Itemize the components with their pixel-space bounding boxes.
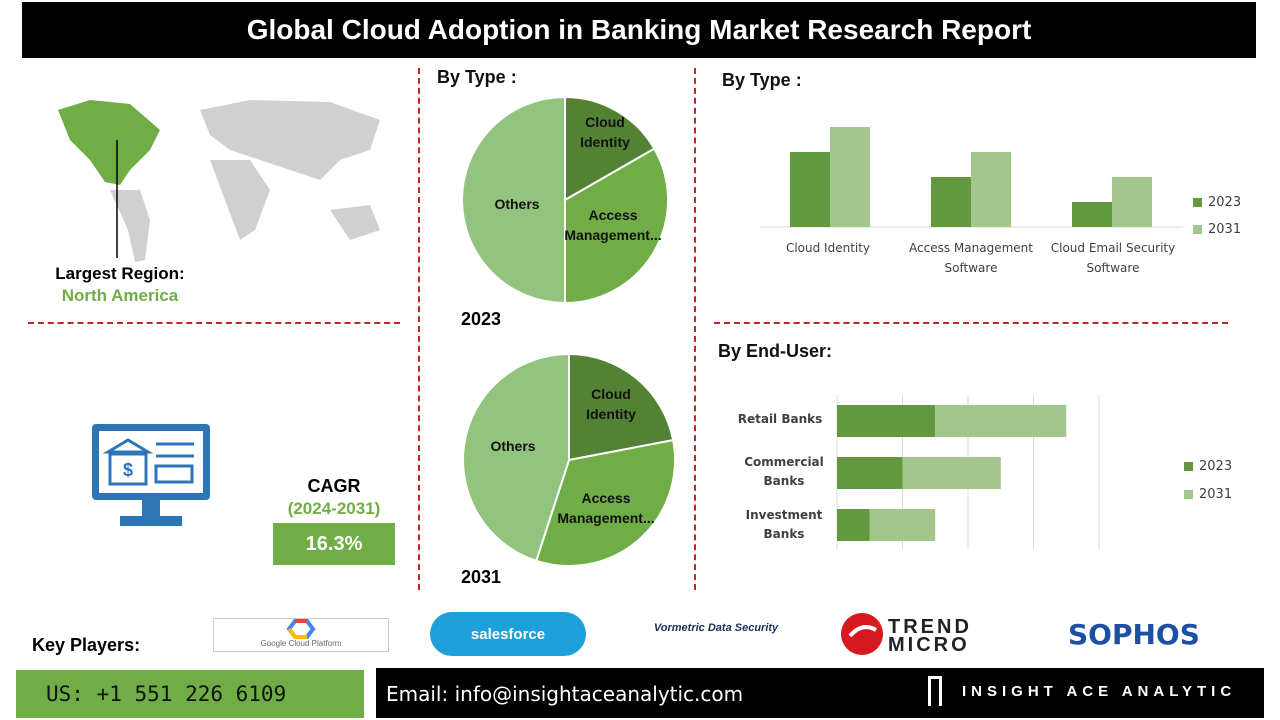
vormetric-logo: Vormetric Data Security [653,622,779,634]
column-bar-2023 [931,177,971,227]
type-chart-heading: By Type : [722,70,802,90]
pie2031-label-cloud-identity: Cloud Identity [586,386,636,422]
pie-slice-2023-2 [461,95,566,305]
column-legend-2031: 2031 [1193,222,1241,237]
column-category-label: Access Management Software [909,241,1033,275]
pie2031-label-access: Access Management... [557,490,655,526]
pie2023-label-access: Access Management... [564,207,662,243]
column-bar-2031 [1112,177,1152,227]
insight-ace-logo-icon [928,676,942,706]
pie2031-year: 2031 [461,567,502,587]
divider [418,68,420,590]
footer-bar [376,668,1264,718]
pie2031-label-others: Others [490,438,536,454]
trend-micro-logo: TREND MICRO [888,616,972,656]
column-bar-2023 [790,152,830,227]
world-map-icon [58,100,380,262]
google-cloud-logo: Google Cloud Platform [213,618,389,652]
report-title: Global Cloud Adoption in Banking Market … [22,2,1256,58]
divider [694,68,696,590]
stacked-bar-2031 [935,405,1067,437]
largest-region-value: North America [61,286,179,305]
charts-canvas [461,95,1183,567]
key-players-label: Key Players: [32,635,141,655]
pie2023-year: 2023 [461,309,502,329]
pie-slice-2031-0 [568,352,675,462]
online-banking-icon: $ [92,424,210,526]
pie-slice-2023-1 [564,147,669,305]
svg-text:$: $ [123,460,133,480]
brand-name: INSIGHT ACE ANALYTIC [962,683,1237,700]
trend-micro-symbol-icon [841,613,883,655]
column-bar-2031 [971,152,1011,227]
pie-slice-2031-2 [462,352,570,563]
bar-category-label: Investment Banks [745,508,823,541]
column-bar-2023 [1072,202,1112,227]
bar-category-label: Retail Banks [737,412,823,426]
column-category-label: Cloud Email Security Software [1050,241,1176,275]
column-legend-2023: 2023 [1193,195,1241,210]
divider [28,322,400,324]
end-user-chart-heading: By End-User: [718,341,833,361]
sophos-logo: SOPHOS [1068,618,1200,651]
largest-region-label: Largest Region: [55,264,185,283]
stacked-bar-2023 [837,457,903,489]
email-address: Email: info@insightaceanalytic.com [386,682,744,706]
pie-slice-2031-1 [534,438,676,567]
pie-slice-2023-0 [564,95,656,202]
stacked-bar-2031 [869,509,936,541]
bar-legend-2031: 2031 [1184,487,1232,502]
pie-section-heading: By Type : [437,67,517,87]
column-bar-2031 [830,127,870,227]
pie2023-label-others: Others [494,196,540,212]
bar-category-label: Commercial Banks [744,455,824,488]
cagr-label: CAGR [307,476,361,496]
column-category-label: Cloud Identity [785,241,871,255]
bar-legend-2023: 2023 [1184,459,1232,474]
phone-number: US: +1 551 226 6109 [16,670,364,718]
cagr-period: (2024-2031) [287,499,381,518]
stacked-bar-2031 [902,457,1001,489]
divider [714,322,1228,324]
pie2023-label-cloud-identity: Cloud Identity [580,114,630,150]
stacked-bar-2023 [837,509,870,541]
stacked-bar-2023 [837,405,936,437]
cagr-value: 16.3% [273,523,395,565]
salesforce-logo: salesforce [430,612,586,656]
